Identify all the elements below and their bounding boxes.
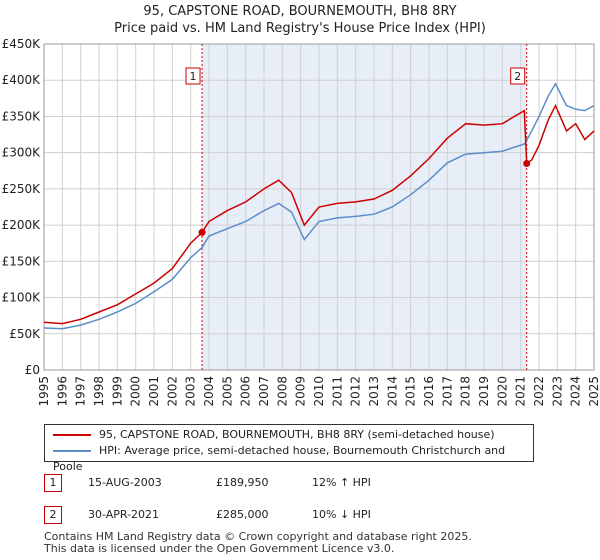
y-tick-label: £450K	[2, 37, 42, 51]
sale-point	[523, 160, 531, 168]
x-tick-label: 2014	[385, 376, 399, 407]
legend-swatch-hpi	[53, 450, 91, 452]
legend-label-hpi: HPI: Average price, semi-detached house,…	[53, 444, 506, 473]
x-tick-label: 1996	[55, 376, 69, 407]
chart-title-line1: 95, CAPSTONE ROAD, BOURNEMOUTH, BH8 8RY	[143, 4, 457, 19]
x-tick-label: 2020	[495, 376, 509, 407]
hpi-line	[43, 82, 595, 330]
x-tick-label: 2011	[330, 376, 344, 407]
table-row: 1 15-AUG-2003 £189,950 12% ↑ HPI	[44, 474, 564, 494]
y-tick-label: £300K	[2, 146, 42, 160]
x-tick-label: 2009	[294, 376, 308, 407]
y-axis: £0 £50K £100K £150K £200K £250K £300K £350K £400…	[2, 37, 42, 377]
x-tick-label: 2019	[477, 376, 491, 407]
x-tick-label: 1997	[74, 376, 88, 407]
table-row: 2 30-APR-2021 £285,000 10% ↓ HPI	[44, 506, 564, 526]
sale-date: 15-AUG-2003	[88, 476, 162, 489]
y-tick-label: £100K	[2, 291, 42, 305]
x-tick-label: 2021	[514, 376, 528, 407]
sale-hpi-diff: 12% ↑ HPI	[312, 476, 371, 489]
sale-points	[198, 160, 531, 236]
plot-frame	[43, 43, 595, 371]
legend-label-property: 95, CAPSTONE ROAD, BOURNEMOUTH, BH8 8RY …	[99, 428, 495, 441]
x-tick-label: 2002	[165, 376, 179, 407]
x-tick-label: 2001	[147, 376, 161, 407]
y-tick-label: £150K	[2, 254, 42, 268]
property-price-line	[43, 103, 595, 325]
sale-label-box	[510, 67, 526, 85]
sale-hpi-diff: 10% ↓ HPI	[312, 508, 371, 521]
y-tick-label: £350K	[2, 109, 42, 123]
legend-item-hpi: HPI: Average price, semi-detached house,…	[53, 443, 533, 473]
x-tick-label: 2005	[220, 376, 234, 407]
x-tick-label: 2022	[532, 376, 546, 407]
legend-item-property: 95, CAPSTONE ROAD, BOURNEMOUTH, BH8 8RY …	[53, 427, 495, 443]
sale-label-number: 2	[514, 70, 521, 83]
x-tick-label: 2003	[184, 376, 198, 407]
sale-label-number: 1	[190, 70, 197, 83]
footer-licence: This data is licensed under the Open Gov…	[44, 542, 395, 555]
x-tick-label: 1998	[92, 376, 106, 407]
y-tick-label: £200K	[2, 218, 42, 232]
x-tick-label: 2023	[550, 376, 564, 407]
series-lines	[43, 82, 595, 330]
x-tick-label: 2006	[239, 376, 253, 407]
footer-copyright: Contains HM Land Registry data © Crown c…	[44, 530, 472, 543]
chart-title-line2: Price paid vs. HM Land Registry's House …	[114, 21, 486, 36]
sale-price: £189,950	[216, 476, 269, 489]
x-tick-label: 1995	[37, 376, 51, 407]
footer: Contains HM Land Registry data © Crown c…	[44, 531, 472, 555]
x-axis: 1995 1996 1997 1998 1999 2000 2001 2002 2003 2004…	[37, 376, 600, 407]
y-tick-label: £50K	[9, 327, 41, 341]
sale-number: 1	[44, 474, 62, 492]
x-tick-label: 2013	[367, 376, 381, 407]
x-tick-label: 2024	[569, 376, 583, 407]
x-tick-label: 2007	[257, 376, 271, 407]
x-tick-label: 2008	[275, 376, 289, 407]
x-tick-label: 2015	[404, 376, 418, 407]
sale-number: 2	[44, 506, 62, 524]
x-tick-label: 2016	[422, 376, 436, 407]
x-tick-label: 1999	[110, 376, 124, 407]
y-tick-label: £400K	[2, 73, 42, 87]
y-tick-label: £250K	[2, 182, 42, 196]
x-tick-label: 2004	[202, 376, 216, 407]
price-chart: £0 £50K £100K £150K £200K £250K £300K £350K £400…	[2, 37, 600, 407]
x-tick-label: 2012	[349, 376, 363, 407]
x-tick-label: 2018	[459, 376, 473, 407]
x-tick-label: 2017	[440, 376, 454, 407]
sale-date: 30-APR-2021	[88, 508, 160, 521]
sale-price: £285,000	[216, 508, 269, 521]
x-tick-label: 2010	[312, 376, 326, 407]
x-tick-label: 2025	[587, 376, 600, 407]
x-tick-label: 2000	[129, 376, 143, 407]
legend: 95, CAPSTONE ROAD, BOURNEMOUTH, BH8 8RY …	[44, 424, 534, 473]
sale-label-box	[185, 67, 201, 85]
legend-swatch-property	[53, 434, 91, 436]
hpi-shaded-period	[202, 44, 527, 370]
y-tick-label: £0	[25, 363, 40, 377]
sale-point	[198, 228, 206, 236]
